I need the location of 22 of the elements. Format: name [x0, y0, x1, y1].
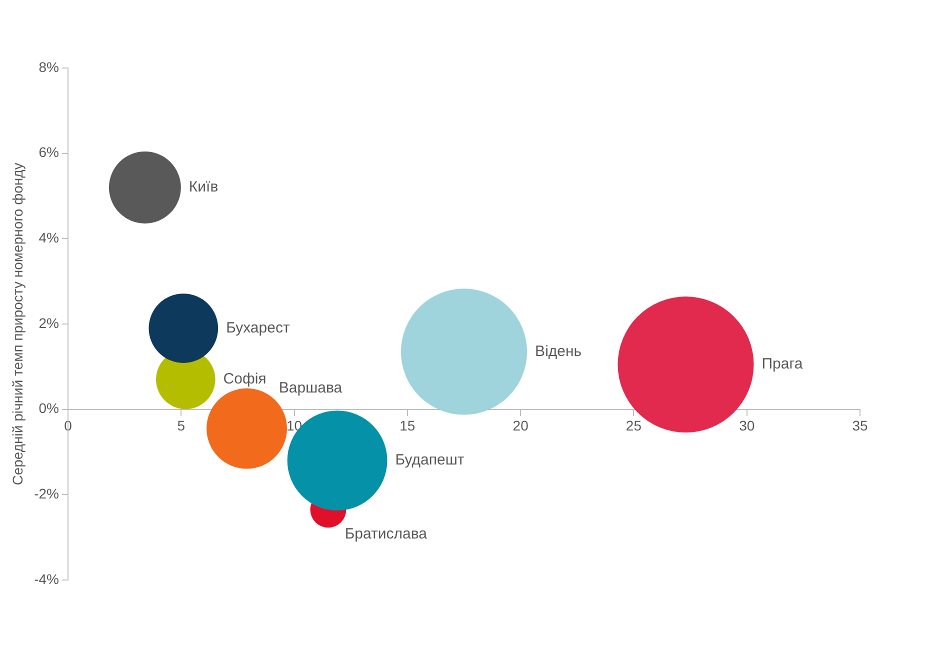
y-tick-label: -2% — [34, 486, 59, 502]
y-tick-label: -4% — [34, 570, 59, 587]
x-tick-label: 15 — [400, 418, 416, 434]
series-label: Братислава — [344, 525, 428, 542]
x-tick-label: 5 — [177, 418, 186, 434]
y-tick-label: 0% — [38, 400, 59, 416]
series-label: Софія — [223, 370, 266, 388]
y-tick-label: 4% — [38, 230, 59, 246]
series-label: Прага — [762, 356, 804, 373]
series-label: Київ — [188, 178, 218, 196]
series-label: Варшава — [278, 380, 343, 397]
x-tick-label: 35 — [852, 418, 868, 434]
y-tick-label: 2% — [38, 314, 59, 331]
y-axis-title: Середній річний темп приросту номерного фонду — [10, 162, 26, 486]
series-label: Відень — [535, 342, 582, 360]
y-tick-label: 8% — [38, 58, 59, 75]
x-tick-label: 20 — [512, 418, 529, 434]
y-tick-label: 6% — [38, 144, 59, 160]
x-tick-label: 30 — [739, 418, 755, 434]
x-tick-label: 25 — [626, 418, 642, 434]
series-label: Будапешт — [395, 452, 464, 469]
series-label: Бухарест — [226, 319, 290, 336]
